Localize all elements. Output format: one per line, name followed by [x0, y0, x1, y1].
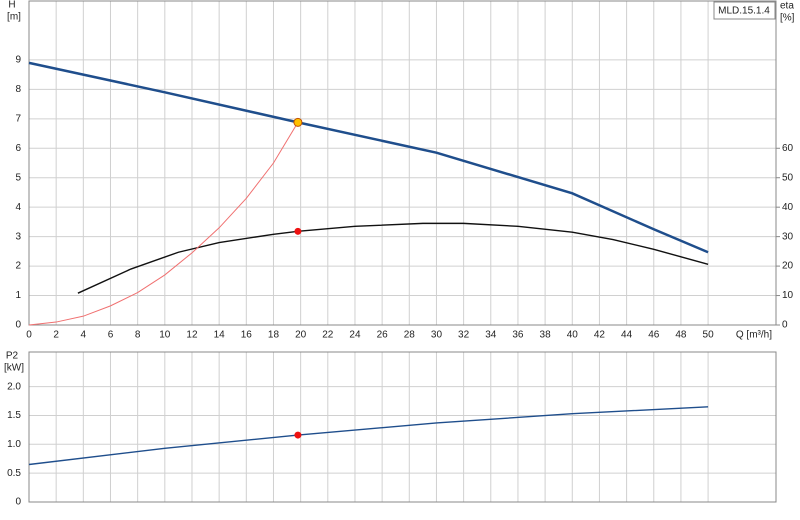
x-tick-label: 32 [458, 330, 470, 341]
x-tick-label: 16 [241, 330, 253, 341]
x-tick-label: 30 [431, 330, 443, 341]
x-tick-label: 46 [648, 330, 660, 341]
x-tick-label: 12 [186, 330, 198, 341]
y-tick-label: 2.0 [7, 381, 21, 392]
plot-area [29, 352, 776, 502]
x-tick-label: 6 [108, 330, 114, 341]
plot-frame [28, 351, 777, 503]
x-tick-label: 4 [81, 330, 87, 341]
y-axis-unit: [kW] [4, 363, 24, 374]
y2-tick-label: 10 [782, 290, 794, 301]
x-axis-label: Q [m³/h] [736, 330, 772, 341]
series-line [28, 406, 709, 466]
y-tick-label: 6 [15, 143, 21, 154]
x-tick-label: 24 [349, 330, 361, 341]
y2-axis-unit: [%] [780, 13, 795, 24]
series-line [28, 61, 709, 254]
y-tick-label: 0.5 [7, 468, 21, 479]
y2-tick-label: 60 [782, 143, 794, 154]
y-tick-label: 9 [15, 55, 21, 66]
x-tick-label: 14 [214, 330, 226, 341]
y-tick-label: 4 [15, 202, 21, 213]
x-tick-label: 26 [377, 330, 389, 341]
y2-tick-label: 50 [782, 172, 794, 183]
annotation-box [713, 1, 776, 20]
x-tick-label: 10 [159, 330, 171, 341]
operating-point [294, 227, 302, 235]
x-tick-label: 8 [135, 330, 141, 341]
x-tick-label: 48 [675, 330, 687, 341]
y-tick-label: 1.0 [7, 439, 21, 450]
series-line [77, 222, 709, 294]
x-tick-label: 44 [621, 330, 633, 341]
x-tick-label: 36 [512, 330, 524, 341]
x-tick-label: 38 [540, 330, 552, 341]
plot-area [29, 1, 776, 325]
annotation: MLD.15.1.4 [718, 6, 770, 17]
y-tick-label: 1 [15, 290, 21, 301]
y-axis-label: P2 [6, 351, 19, 362]
y-tick-label: 8 [15, 84, 21, 95]
x-tick-label: 50 [703, 330, 715, 341]
y2-axis-label: eta [780, 1, 794, 12]
series-line [28, 122, 299, 326]
y-axis-unit: [m] [7, 12, 21, 23]
y2-tick-label: 30 [782, 231, 794, 242]
x-tick-label: 22 [322, 330, 334, 341]
y2-tick-label: 20 [782, 261, 794, 272]
y-tick-label: 0 [15, 497, 21, 508]
x-tick-label: 2 [53, 330, 59, 341]
operating-point [293, 117, 303, 127]
x-tick-label: 20 [295, 330, 307, 341]
x-tick-label: 28 [404, 330, 416, 341]
x-tick-label: 40 [567, 330, 579, 341]
y-tick-label: 5 [15, 172, 21, 183]
y-tick-label: 1.5 [7, 410, 21, 421]
plot-frame [28, 0, 777, 326]
x-tick-label: 42 [594, 330, 606, 341]
y2-tick-label: 40 [782, 202, 794, 213]
x-tick-label: 0 [26, 330, 32, 341]
y-axis-label: H [8, 0, 15, 11]
y-tick-label: 3 [15, 231, 21, 242]
x-tick-label: 18 [268, 330, 280, 341]
y-tick-label: 2 [15, 261, 21, 272]
x-tick-label: 34 [485, 330, 497, 341]
y-tick-label: 0 [15, 320, 21, 331]
operating-point [294, 431, 302, 439]
y-tick-label: 7 [15, 113, 21, 124]
y2-tick-label: 0 [782, 320, 788, 331]
